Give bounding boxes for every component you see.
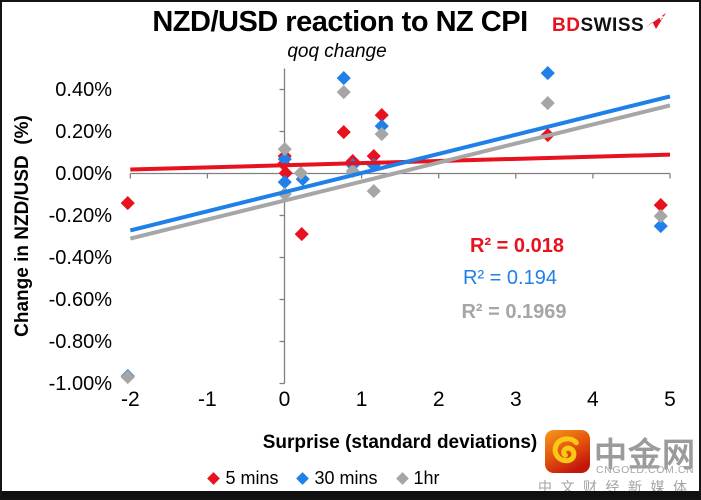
x-tick-label: 1 [355,388,368,411]
watermark-name: 中金网 [594,436,696,473]
y-tick-label: -0.80% [48,330,112,353]
bdswiss-swiss-text: SWISS [580,15,645,36]
x-tick-label: 4 [587,388,599,411]
cngold-logo-icon [545,429,590,474]
r2-label-e8121f: R² = 0.018 [470,235,564,257]
y-tick-label: -0.60% [48,288,112,311]
y-tick-label: 0.20% [55,120,112,143]
y-tick-label: -1.00% [48,372,112,395]
legend-item-5mins: 5 mins [207,468,279,489]
chart-subtitle: qoq change [287,41,387,62]
y-tick-label: -0.40% [48,246,112,269]
legend-marker-1hr [395,472,409,485]
x-tick-label: 0 [278,388,291,411]
x-tick-label: 2 [432,388,445,411]
chart-legend: 5 mins 30 mins 1hr [2,468,647,489]
trend-line-30mins [129,94,671,233]
trend-line-1hr [129,103,671,241]
bdswiss-bd-text: BD [552,15,581,36]
bottom-bar [2,491,699,498]
bdswiss-arrow-icon [645,13,667,29]
chart-title: NZD/USD reaction to NZ CPI [152,6,528,38]
cngold-watermark: 中金网 CNGOLD.COM.CN 中文财经新媒体 [538,427,698,495]
legend-label: 5 mins [225,468,279,488]
r2-label-1e80e8: R² = 0.194 [463,267,557,289]
x-tick-label: 5 [664,388,676,411]
legend-item-30mins: 30 mins [296,468,378,489]
x-tick-label: -2 [120,388,140,411]
legend-label: 1hr [413,468,440,488]
watermark-domain: CNGOLD.COM.CN [596,464,695,476]
x-tick-label: -1 [198,388,217,411]
r2-label-a6a6a6: R² = 0.1969 [461,301,567,323]
y-tick-label: 0.00% [55,162,112,185]
x-axis-title: Surprise (standard deviations) [262,432,538,453]
y-tick-label: 0.40% [55,78,112,101]
legend-item-1hr: 1hr [395,468,440,489]
legend-marker-30mins [296,472,310,485]
legend-marker-5mins [207,472,221,485]
bdswiss-logo: BDSWISS [552,13,667,37]
legend-label: 30 mins [314,468,378,488]
x-tick-label: 3 [509,388,522,411]
y-tick-label: -0.20% [48,204,112,227]
